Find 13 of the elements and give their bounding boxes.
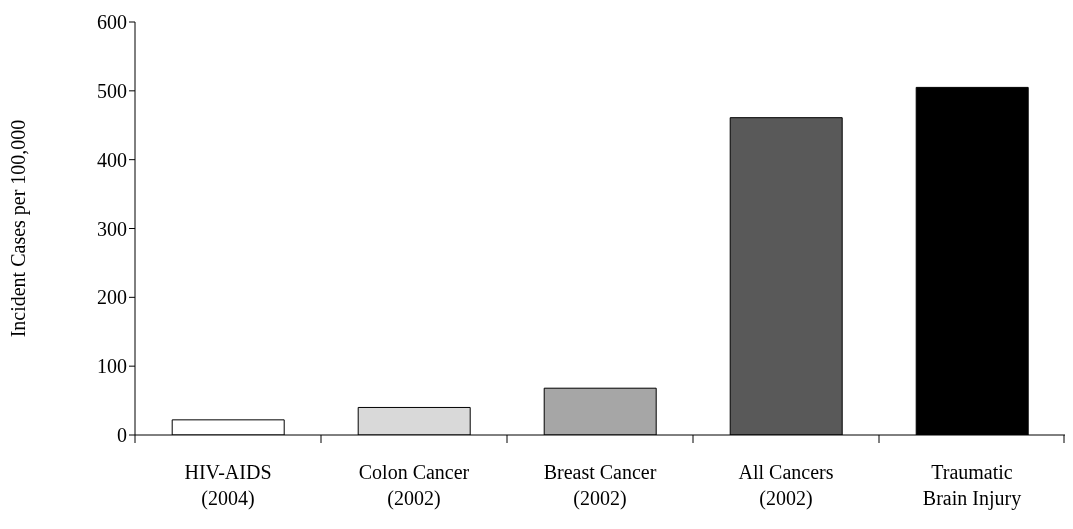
x-tick-label: All Cancers (2002) bbox=[738, 461, 834, 510]
x-tick-label: HIV-AIDS (2004) bbox=[184, 461, 272, 510]
x-tick-label: Traumatic Brain Injury bbox=[922, 461, 1022, 510]
y-tick-label: 400 bbox=[97, 148, 127, 171]
y-tick-label: 500 bbox=[97, 79, 127, 102]
x-tick-label: Colon Cancer (2002) bbox=[358, 461, 470, 510]
x-tick-label: Breast Cancer (2002) bbox=[543, 461, 657, 510]
y-tick-label: 200 bbox=[97, 286, 127, 309]
y-tick-label: 300 bbox=[97, 217, 127, 240]
y-axis-title: Incident Cases per 100,000 bbox=[7, 119, 31, 338]
y-tick-label: 600 bbox=[97, 11, 127, 34]
y-tick-label: 0 bbox=[117, 424, 127, 447]
y-tick-label: 100 bbox=[97, 355, 127, 378]
